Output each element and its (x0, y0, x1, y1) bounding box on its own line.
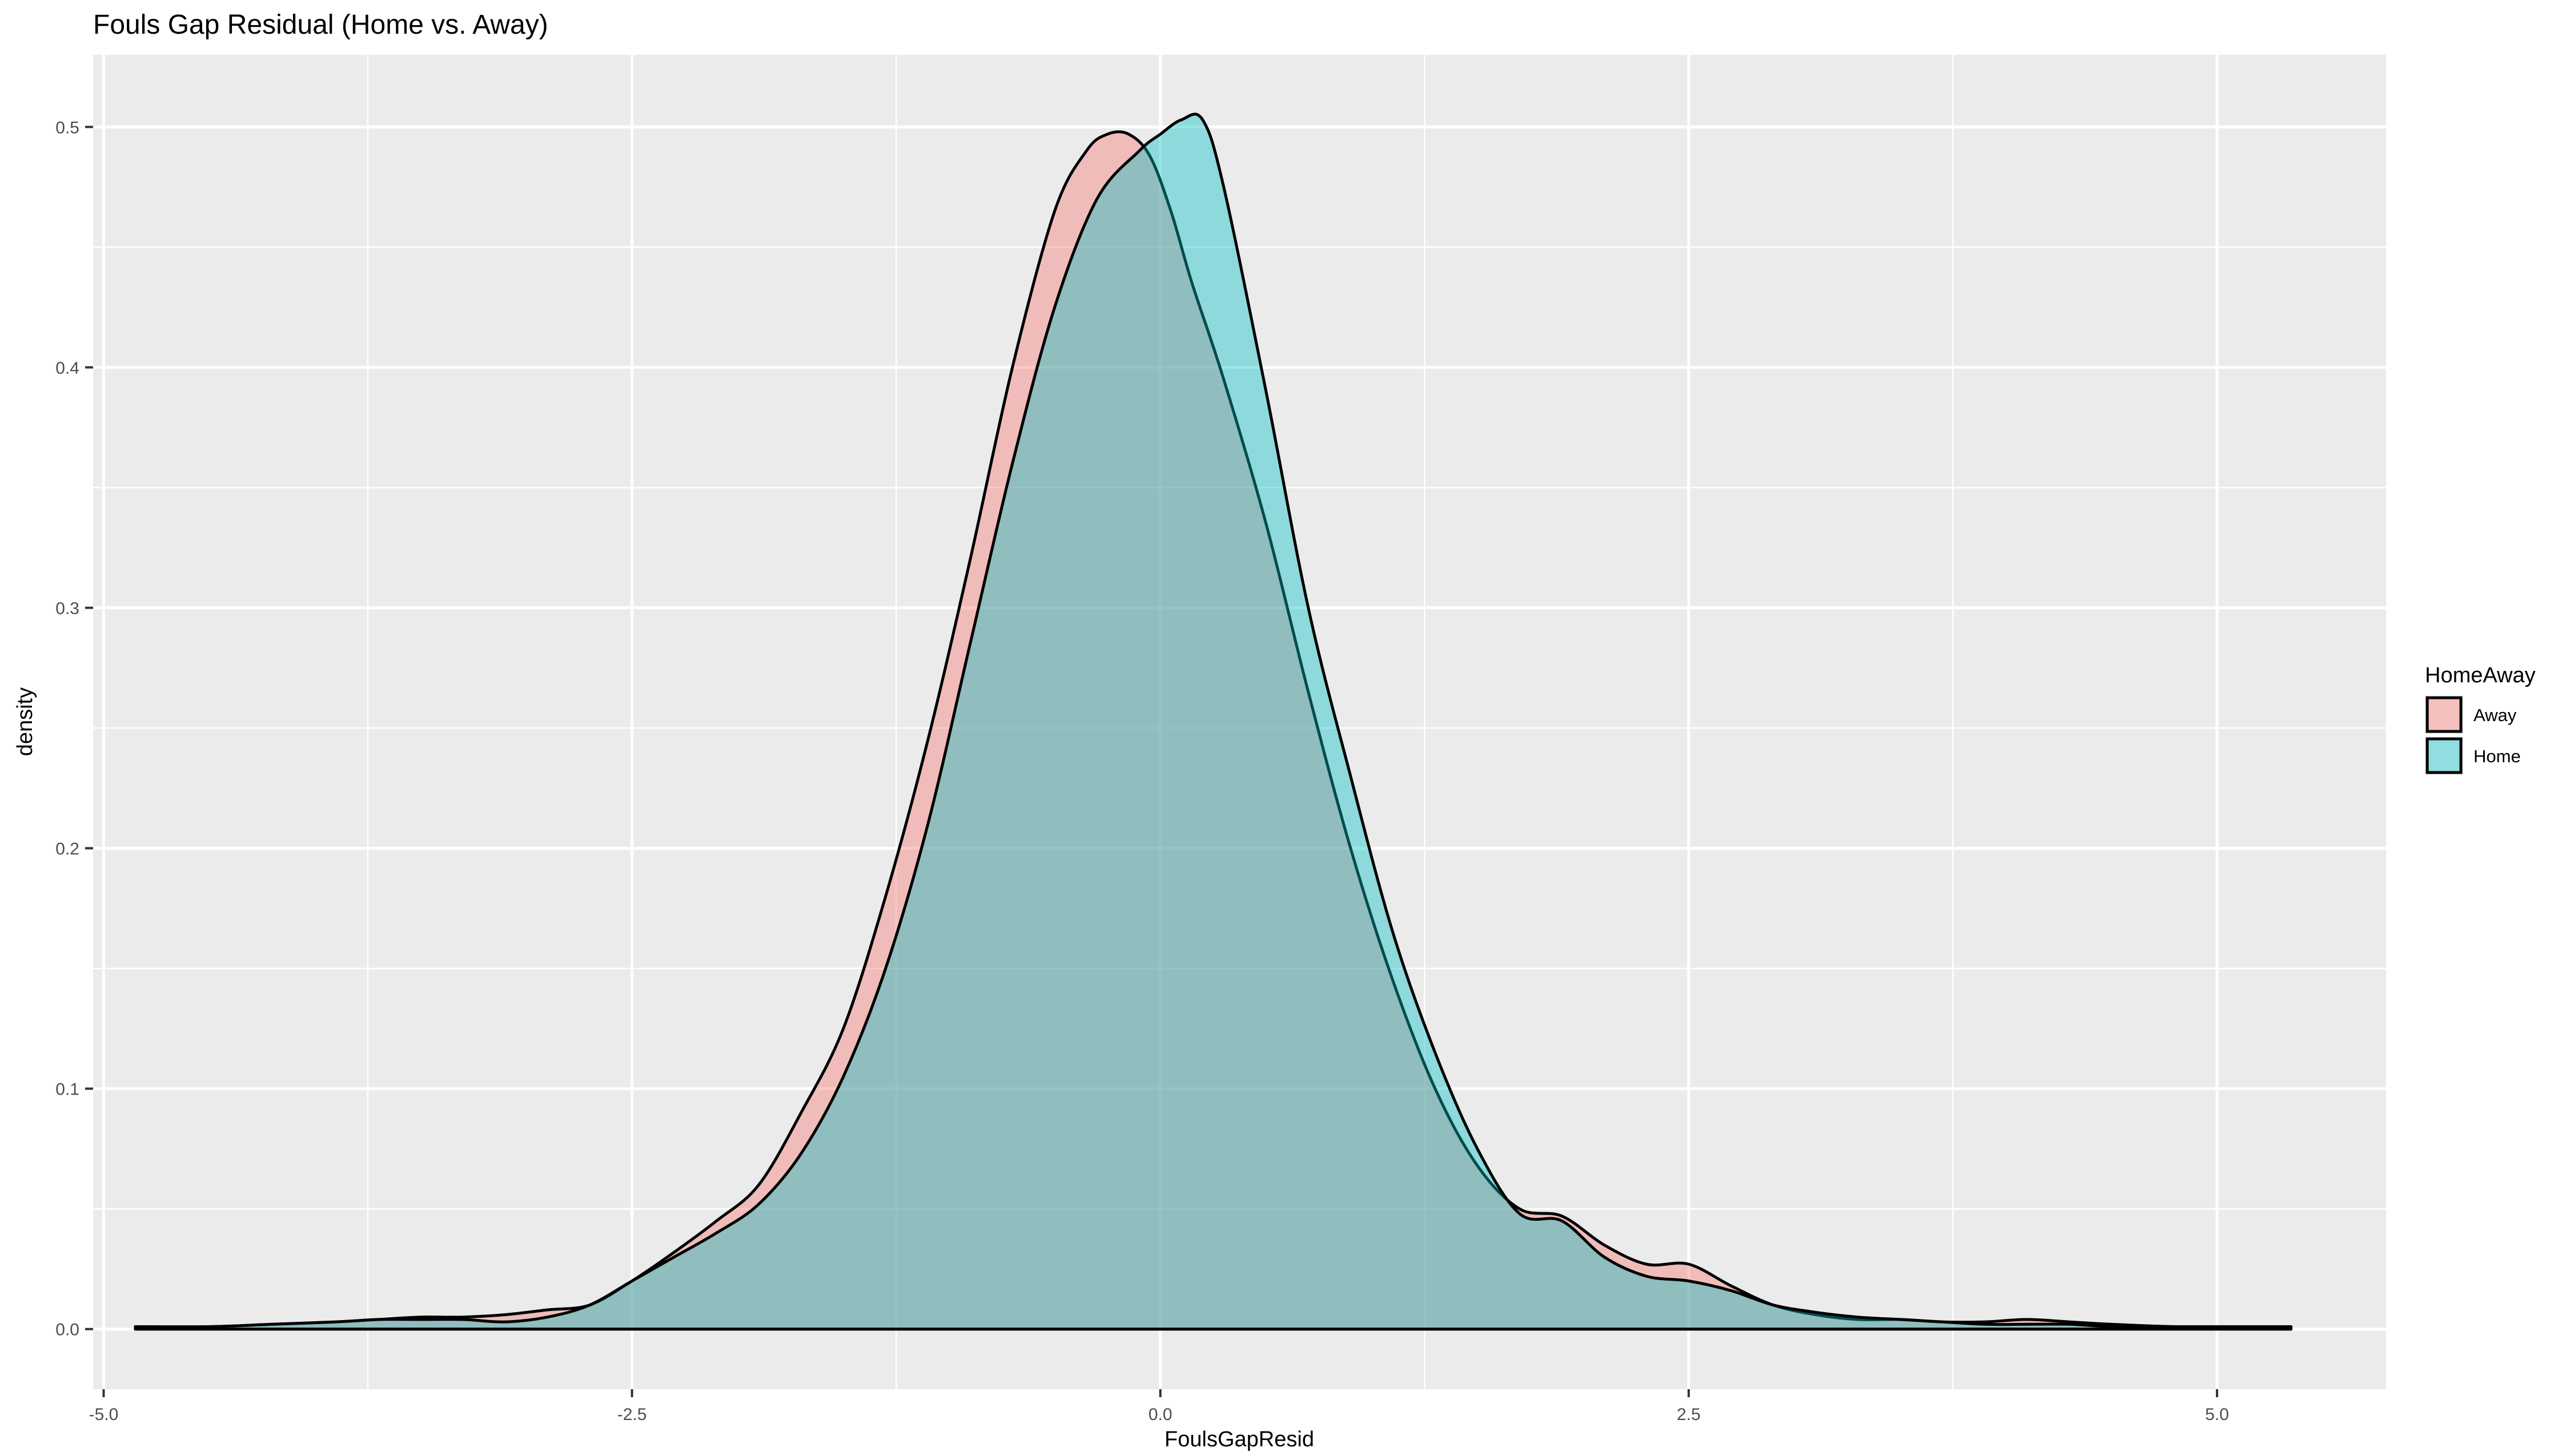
y-tick-label: 0.5 (55, 118, 79, 137)
y-tick-label: 0.2 (55, 840, 79, 859)
density-series (134, 112, 2292, 1331)
legend-label-home: Home (2473, 746, 2521, 766)
x-tick-label: -2.5 (617, 1405, 647, 1424)
legend-key-bg (2425, 737, 2463, 775)
legend-title: HomeAway (2425, 663, 2536, 687)
y-tick-label: 0.3 (55, 599, 79, 618)
legend-items: Away Home (2425, 695, 2521, 775)
x-tick-label: 0.0 (1149, 1405, 1172, 1424)
y-tick-label: 0.0 (55, 1321, 79, 1340)
plot-panel (93, 55, 2386, 1389)
legend-key-home (2426, 737, 2463, 774)
legend: HomeAway Away Home (2425, 663, 2536, 775)
y-tick-label: 0.1 (55, 1080, 79, 1099)
x-tick-label: -5.0 (89, 1405, 119, 1424)
y-axis-title: density (13, 687, 37, 756)
x-axis: -5.0 -2.5 0.0 2.5 5.0 (89, 1389, 2229, 1424)
chart-title: Fouls Gap Residual (Home vs. Away) (93, 10, 548, 40)
x-axis-title: FoulsGapResid (1164, 1427, 1314, 1451)
x-tick-label: 5.0 (2205, 1405, 2229, 1424)
minor-gridlines (93, 55, 2386, 1389)
y-tick-label: 0.4 (55, 359, 79, 377)
x-tick-label: 2.5 (1677, 1405, 1701, 1424)
y-axis: 0.0 0.1 0.2 0.3 0.4 0.5 (55, 118, 93, 1340)
legend-label-away: Away (2473, 705, 2517, 725)
legend-key-bg (2425, 695, 2463, 734)
series-home-area (134, 112, 2292, 1331)
legend-key-away (2426, 696, 2463, 733)
